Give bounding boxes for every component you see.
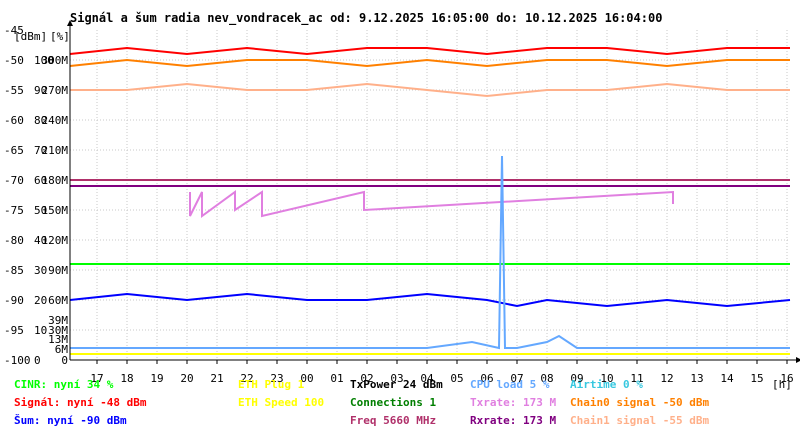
x-tick-label: 14 [720, 372, 734, 385]
x-tick-labels: 17 18 19 20 21 22 23 00 01 02 03 04 05 06 07 08 09 10 11 12… [90, 372, 793, 385]
x-tick-label: 20 [180, 372, 193, 385]
y-label-txrate: 39M [48, 314, 68, 327]
legend-item-chain1: Chain1 signal -55 dBm [570, 414, 710, 427]
y-tick-label-rate: 150M [42, 204, 69, 217]
legend-item-rxrate: Rxrate: 173 M [470, 414, 557, 427]
x-tick-label: 04 [420, 372, 434, 385]
x-tick-label: 21 [210, 372, 223, 385]
y-tick-label-dbm: -70 [4, 174, 24, 187]
series-chain1 [70, 82, 790, 98]
y-tick-label-pct: 80 [34, 114, 47, 127]
legend-item-eth_speed: ETH Speed 100 [238, 396, 325, 409]
x-tick-label: 15 [750, 372, 763, 385]
y-tick-label-pct: 100 [34, 54, 54, 67]
y-tick-label-pct: 70 [34, 144, 47, 157]
x-tick-label: 17 [90, 372, 103, 385]
y-tick-label-rate: 120M [42, 234, 69, 247]
y-tick-label-dbm: -75 [4, 204, 24, 217]
y-tick-label-rate: 180M [42, 174, 69, 187]
y-axis-header-dbm: [dBm] [14, 30, 47, 43]
y-tick-label-rate: 240M [42, 114, 69, 127]
x-tick-label: 05 [450, 372, 463, 385]
y-tick-label-pct: 90 [34, 84, 47, 97]
y-label-cpu: 6M [55, 343, 69, 356]
y-tick-label-rate: 210M [42, 144, 69, 157]
legend-item-airtime: Airtime 0 % [570, 378, 643, 391]
y-tick-label-dbm: -60 [4, 114, 24, 127]
y-tick-label-dbm: -50 [4, 54, 24, 67]
y-axis-arrow [67, 20, 73, 26]
y-tick-label-pct: 20 [34, 294, 47, 307]
legend-item-txrate: Txrate: 173 M [470, 396, 557, 409]
series-txrate [189, 190, 674, 218]
y-tick-label-dbm: -85 [4, 264, 24, 277]
x-axis-arrow [796, 357, 800, 363]
x-axis-unit: [h] [772, 378, 792, 391]
x-tick-label: 19 [150, 372, 163, 385]
x-tick-label: 11 [630, 372, 643, 385]
series-chain0 [69, 58, 790, 68]
x-tick-label: 23 [270, 372, 283, 385]
x-tick-label: 18 [120, 372, 133, 385]
legend-item-chain0: Chain0 signal -50 dBm [570, 396, 710, 409]
y-tick-label-dbm: -90 [4, 294, 24, 307]
legend-item-cpu: CPU load 5 % [470, 378, 550, 391]
y-axis-header-pct: [%] [50, 30, 70, 43]
y-tick-label-rate: 60M [48, 294, 68, 307]
y-tick-label-pct: 50 [34, 204, 47, 217]
series-cpu [70, 155, 790, 350]
legend-item-signal: Signál: nyní -48 dBm [14, 396, 147, 409]
x-tick-label: 03 [390, 372, 403, 385]
series-signal [69, 46, 790, 56]
legend-item-connections: Connections 1 [350, 396, 437, 409]
legend-item-eth_plug: ETH Plug 1 [238, 378, 305, 391]
x-tick-label: 10 [600, 372, 613, 385]
y-tick-label-rate: 0 [61, 354, 68, 367]
x-tick-label: 02 [360, 372, 373, 385]
x-tick-label: 07 [510, 372, 523, 385]
y-tick-label-dbm: -95 [4, 324, 24, 337]
grid-layer [70, 30, 790, 360]
y-tick-label-pct: 0 [34, 354, 41, 367]
x-tick-label: 09 [570, 372, 583, 385]
series-noise [69, 292, 791, 308]
y-tick-label-rate: 270M [42, 84, 69, 97]
y-tick-label-dbm: -80 [4, 234, 24, 247]
y-tick-label-rate: 300M [42, 54, 69, 67]
x-tick-label: 22 [240, 372, 253, 385]
x-tick-label: 12 [660, 372, 673, 385]
x-tick-label: 13 [690, 372, 703, 385]
y-tick-label-pct: 30 [34, 264, 47, 277]
legend-item-noise: Šum: nyní -90 dBm [14, 414, 127, 427]
legend-item-cinr: CINR: nyní 34 % [14, 378, 114, 391]
y-tick-label-rate: 30M [48, 324, 68, 337]
y-tick-label-dbm: -45 [4, 24, 24, 37]
y-tick-label-pct: 40 [34, 234, 47, 247]
y-label-rxrate: 13M [48, 333, 68, 346]
series-layer [69, 46, 791, 355]
chart-title: Signál a šum radia nev_vondracek_ac od: … [70, 11, 662, 26]
x-tick-label: 06 [480, 372, 493, 385]
axis-layer [67, 20, 800, 364]
x-tick-label: 08 [540, 372, 553, 385]
legend-item-freq: Freq 5660 MHz [350, 414, 437, 427]
x-tick-label: 16 [780, 372, 793, 385]
y-tick-label-rate: 90M [48, 264, 68, 277]
y-tick-label-dbm: -55 [4, 84, 24, 97]
x-tick-label: 01 [330, 372, 343, 385]
y-tick-label-dbm: -65 [4, 144, 24, 157]
y-tick-label-dbm: -100 [4, 354, 31, 367]
y-tick-label-pct: 10 [34, 324, 47, 337]
legend-item-txpower: TxPower 24 dBm [350, 378, 443, 391]
y-tick-label-pct: 60 [34, 174, 47, 187]
x-tick-label: 00 [300, 372, 313, 385]
